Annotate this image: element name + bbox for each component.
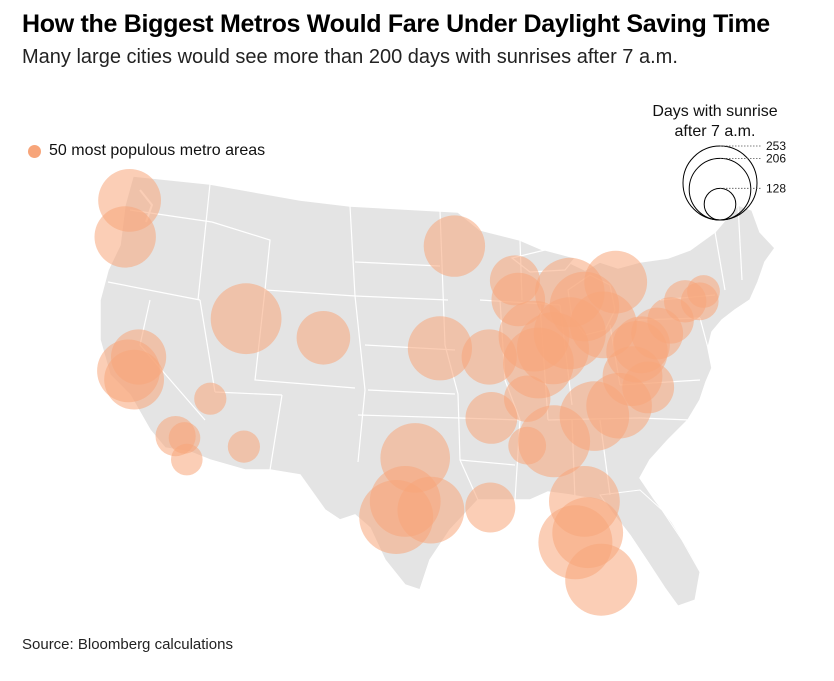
metro-bubble-las-vegas bbox=[194, 382, 227, 415]
metro-bubble-salt-lake-city bbox=[210, 283, 282, 355]
metro-bubble-san-diego bbox=[171, 443, 203, 476]
page-subtitle: Many large cities would see more than 20… bbox=[22, 46, 678, 68]
metro-bubble-boston bbox=[687, 275, 720, 308]
legend-dot-icon bbox=[28, 144, 41, 158]
size-legend-label-206: 206 bbox=[766, 151, 786, 165]
florida-peninsula bbox=[599, 489, 701, 607]
metro-bubble-miami bbox=[565, 543, 638, 616]
size-legend-circle-253 bbox=[682, 145, 758, 221]
source-note: Source: Bloomberg calculations bbox=[22, 636, 233, 653]
metro-bubble-memphis bbox=[465, 392, 518, 444]
size-legend-label-128: 128 bbox=[766, 181, 786, 195]
page-title: How the Biggest Metros Would Fare Under … bbox=[22, 10, 770, 38]
legend-dot-label: 50 most populous metro areas bbox=[49, 142, 266, 159]
metro-bubble-portland bbox=[94, 206, 156, 268]
metro-bubble-minneapolis bbox=[423, 215, 486, 277]
metro-bubble-buffalo bbox=[584, 250, 648, 314]
metro-bubbles bbox=[94, 169, 720, 616]
metro-bubble-milwaukee bbox=[489, 255, 540, 306]
metro-bubble-houston bbox=[397, 476, 465, 544]
legend-dot-entry: 50 most populous metro areas bbox=[28, 142, 265, 160]
size-legend-circle-206 bbox=[688, 157, 752, 221]
size-legend-circle-128 bbox=[703, 187, 737, 221]
metro-bubble-phoenix bbox=[227, 430, 260, 463]
metro-bubble-sacramento bbox=[111, 329, 167, 385]
metro-bubble-denver bbox=[296, 311, 351, 365]
metro-bubble-new-orleans bbox=[465, 482, 516, 533]
size-legend-label-253: 253 bbox=[766, 139, 786, 153]
metro-bubble-kansas-city bbox=[407, 316, 472, 381]
metro-bubble-birmingham bbox=[508, 426, 547, 465]
size-legend-title: Days with sunrise after 7 a.m. bbox=[652, 103, 778, 140]
